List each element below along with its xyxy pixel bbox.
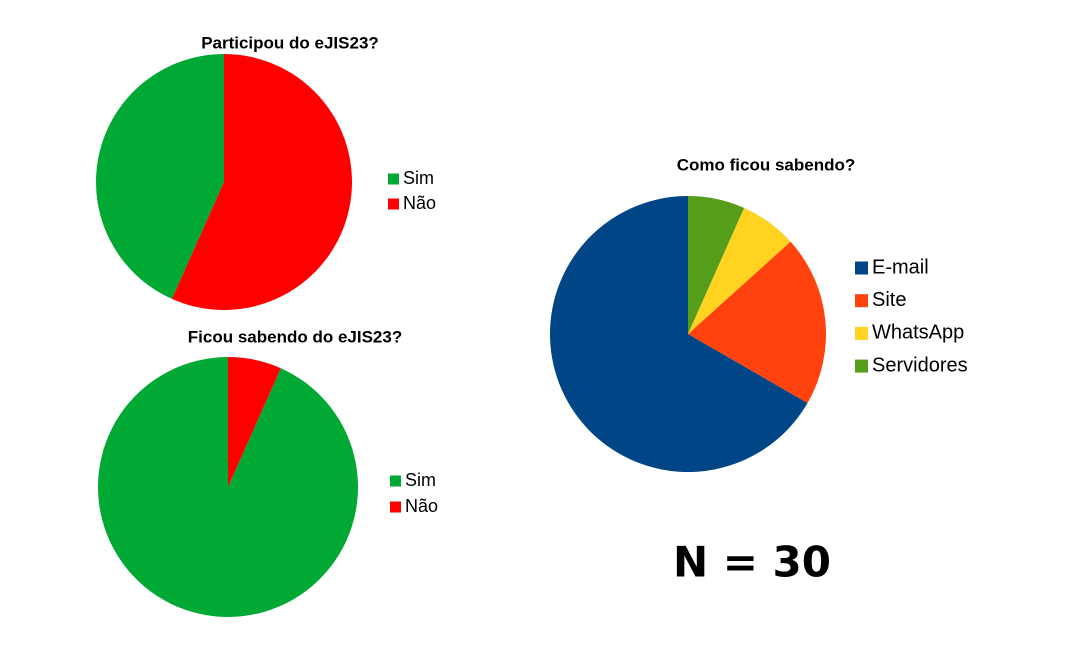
pie-slice	[228, 357, 281, 487]
legend-swatch	[855, 294, 868, 308]
pie-slice	[688, 241, 827, 403]
legend-label: Site	[872, 289, 906, 311]
chart-title: Participou do eJIS23?	[201, 33, 379, 52]
legend-label: WhatsApp	[872, 322, 964, 344]
sample-size: N = 30	[673, 538, 831, 587]
chart-title: Como ficou sabendo?	[677, 155, 856, 174]
legend-label: Servidores	[872, 354, 968, 376]
pie-slice	[96, 54, 224, 299]
legend-swatch	[855, 261, 868, 275]
pie-slice	[688, 196, 745, 334]
legend-label: Sim	[405, 470, 436, 490]
legend-swatch	[390, 475, 401, 487]
legend-swatch	[390, 501, 401, 513]
legend-swatch	[855, 326, 868, 340]
legend-label: Não	[405, 496, 438, 516]
legend-label: Sim	[403, 168, 434, 188]
legend-label: E-mail	[872, 256, 929, 278]
legend-swatch	[855, 359, 868, 373]
legend-label: Não	[403, 193, 436, 213]
pie-slice	[97, 357, 358, 617]
pie-slice	[688, 207, 791, 334]
legend-swatch	[388, 173, 399, 185]
pie-slice	[550, 196, 808, 472]
legend-swatch	[388, 198, 399, 210]
pie-slice	[171, 54, 353, 311]
chart-title: Ficou sabendo do eJIS23?	[188, 327, 402, 346]
